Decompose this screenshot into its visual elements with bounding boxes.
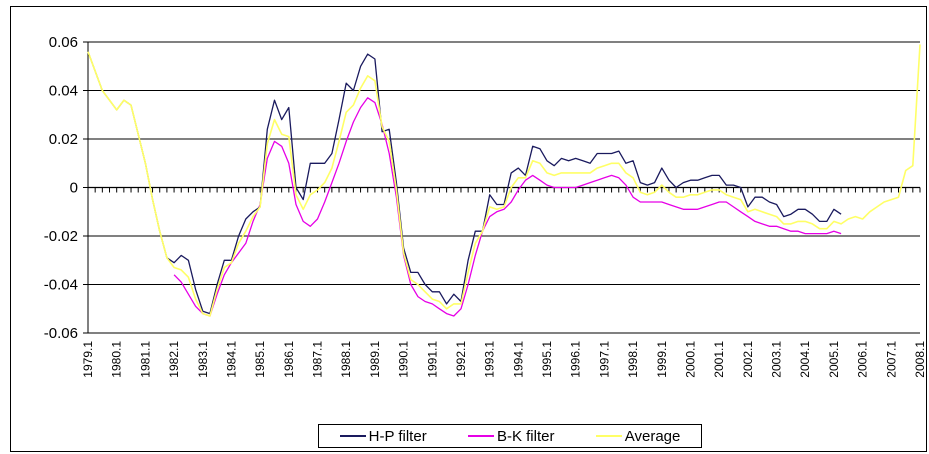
- legend-label-hp: H-P filter: [368, 427, 427, 445]
- x-tick-label: 1998.1: [626, 341, 640, 378]
- x-tick-label: 2004.1: [798, 341, 812, 378]
- x-tick-label: 2008.1: [913, 341, 927, 378]
- legend-swatch-average: [595, 435, 622, 437]
- x-tick-label: 2005.1: [827, 341, 841, 378]
- series-line-b-k-filter: [173, 97, 842, 317]
- x-tick-label: 1989.1: [368, 341, 382, 378]
- x-tick-label: 1983.1: [196, 341, 210, 378]
- y-tick-label: -0.04: [44, 277, 78, 294]
- x-tick-label: 1982.1: [167, 341, 181, 378]
- legend-label-bk: B-K filter: [496, 427, 555, 445]
- x-tick-label: 1996.1: [569, 341, 583, 378]
- legend-item-average: Average: [595, 427, 681, 445]
- x-tick-label: 1997.1: [597, 341, 611, 378]
- y-tick-label: -0.02: [44, 228, 78, 245]
- y-tick-labels: 0.06 0.04 0.02 0 -0.02 -0.04 -0.06: [44, 34, 78, 342]
- legend-item-hp: H-P filter: [339, 427, 427, 445]
- x-tick-label: 1994.1: [511, 341, 525, 378]
- x-tick-label: 1979.1: [81, 341, 95, 378]
- series-line-average: [87, 44, 921, 317]
- grid-lines: [88, 41, 920, 334]
- chart-frame: [10, 6, 927, 452]
- x-tick-label: 1980.1: [110, 341, 124, 378]
- series-line-h-p-filter: [87, 51, 842, 315]
- x-tick-label: 1991.1: [425, 341, 439, 378]
- y-tick-label: 0.02: [49, 131, 78, 148]
- x-tick-label: 1990.1: [397, 341, 411, 378]
- x-tick-labels: 1979.1 1980.1 1981.1 1982.1 1983.1 1984.1 1985…: [81, 341, 927, 378]
- y-tick-label: -0.06: [44, 325, 78, 342]
- x-tick-label: 1999.1: [655, 341, 669, 378]
- x-tick-label: 1985.1: [253, 341, 267, 378]
- x-tick-label: 2002.1: [741, 341, 755, 378]
- x-tick-label: 1995.1: [540, 341, 554, 378]
- legend: H-P filter B-K filter Average: [318, 424, 702, 448]
- x-tick-label: 1987.1: [311, 341, 325, 378]
- series-lines: [87, 44, 921, 317]
- x-tick-label: 2007.1: [884, 341, 898, 378]
- legend-label-average: Average: [624, 427, 681, 445]
- legend-item-bk: B-K filter: [467, 427, 555, 445]
- x-tick-label: 1984.1: [224, 341, 238, 378]
- x-tick-label: 2001.1: [712, 341, 726, 378]
- legend-swatch-hp: [339, 435, 366, 437]
- x-tick-label: 2003.1: [770, 341, 784, 378]
- x-tick-label: 1992.1: [454, 341, 468, 378]
- y-tick-label: 0.06: [49, 34, 78, 51]
- x-tick-label: 1993.1: [483, 341, 497, 378]
- x-tick-label: 1988.1: [339, 341, 353, 378]
- legend-swatch-bk: [467, 435, 494, 437]
- x-tick-label: 1986.1: [282, 341, 296, 378]
- x-tick-label: 2006.1: [856, 341, 870, 378]
- y-tick-label: 0.04: [49, 83, 78, 100]
- x-tick-label: 1981.1: [138, 341, 152, 378]
- y-tick-label: 0: [70, 180, 78, 197]
- axes: [83, 41, 921, 334]
- x-tick-label: 2000.1: [683, 341, 697, 378]
